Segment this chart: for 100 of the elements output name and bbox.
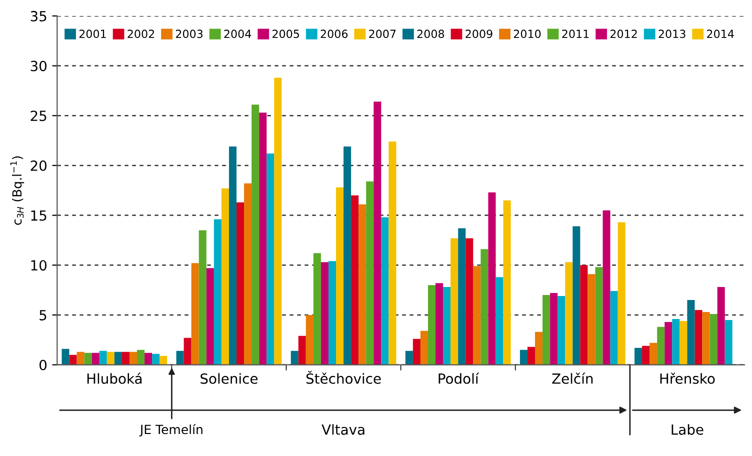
y-tick-label: 25 [30,110,46,122]
bar [527,346,536,365]
bar [520,350,528,365]
x-tick-label: Solenice [200,373,258,384]
x-tick-label: Štěchovice [306,370,381,384]
bar [642,346,650,365]
bar [366,181,374,365]
bar [650,342,658,365]
bar [358,204,366,365]
bar [717,287,725,365]
bar [388,142,396,365]
bar [436,283,444,365]
bar [724,320,732,365]
legend-label: 2011 [562,30,589,38]
bar [535,332,543,365]
bar [374,102,382,365]
y-tick-label: 20 [30,160,47,171]
bar [480,249,488,365]
bar [610,291,618,365]
bar [244,183,252,365]
bar [466,238,474,365]
bar [473,266,481,365]
bar [595,267,603,365]
bar [542,295,550,365]
x-tick-label: Zelčín [552,372,593,384]
bar [550,293,558,365]
bar [694,310,702,365]
bar [62,348,70,365]
bar [129,352,138,365]
bar [503,200,511,365]
bar [488,192,496,365]
text: Vltava [322,424,364,435]
y-tick-label: 30 [30,60,47,72]
bar [580,265,588,365]
bar [206,268,214,365]
bar [290,350,298,365]
bar [69,354,77,365]
y-tick-label: 5 [40,310,46,320]
bar [344,146,352,365]
bar [405,350,413,365]
bar [152,354,160,365]
bar [351,195,359,365]
bar [458,228,466,365]
bar [381,217,389,365]
legend-label: 2013 [658,30,686,38]
bar [228,146,237,365]
bar [144,352,152,365]
bar [687,300,695,365]
bar [328,261,336,365]
bar [184,338,192,365]
bar [259,112,267,365]
bar [191,263,199,365]
bar [122,352,130,365]
bar [412,338,420,365]
bar [680,320,688,365]
y-tick-label: 15 [31,210,46,221]
bar [313,253,321,365]
legend-label: 2004 [224,30,252,38]
bar [106,352,114,365]
legend-label: 2012 [610,30,637,38]
bar [672,318,680,365]
x-tick-label: Hluboká [87,372,142,384]
bar [618,222,626,365]
bar [214,219,222,365]
bar [602,210,610,365]
bar [274,78,282,365]
legend-label: 2009 [466,30,492,38]
text: JE Temelín [139,424,202,437]
text: Labe [672,424,704,435]
y-tick-label: 35 [30,10,46,22]
x-tick-label: Hřensko [660,372,715,384]
bar [428,285,436,365]
legend-label: 2005 [272,30,300,38]
bar [298,336,306,365]
legend-label: 2006 [320,30,348,38]
bar [420,330,428,365]
bar [588,274,596,365]
legend-label: 2008 [417,30,444,38]
y-axis-title: c$_{3H}$ (Bq.l$^{−1}$) [10,156,24,225]
y-tick-label: 0 [40,360,47,370]
bar [336,187,344,365]
bar [558,296,566,365]
bar [84,352,92,365]
bar [702,312,710,365]
bar [198,230,206,365]
bar [236,202,244,365]
bar [92,352,100,365]
bar [99,350,107,365]
bar [137,350,145,365]
bar [664,322,672,365]
bar [221,188,229,365]
x-tick-label: Podolí [438,372,480,384]
legend-label: 2003 [176,30,203,38]
bar [710,314,718,365]
bar [266,154,274,365]
legend-label: 2007 [369,30,396,38]
bar [252,104,260,365]
y-tick-label: 10 [31,260,47,271]
bar [657,326,665,365]
legend-label: 2014 [707,30,734,38]
